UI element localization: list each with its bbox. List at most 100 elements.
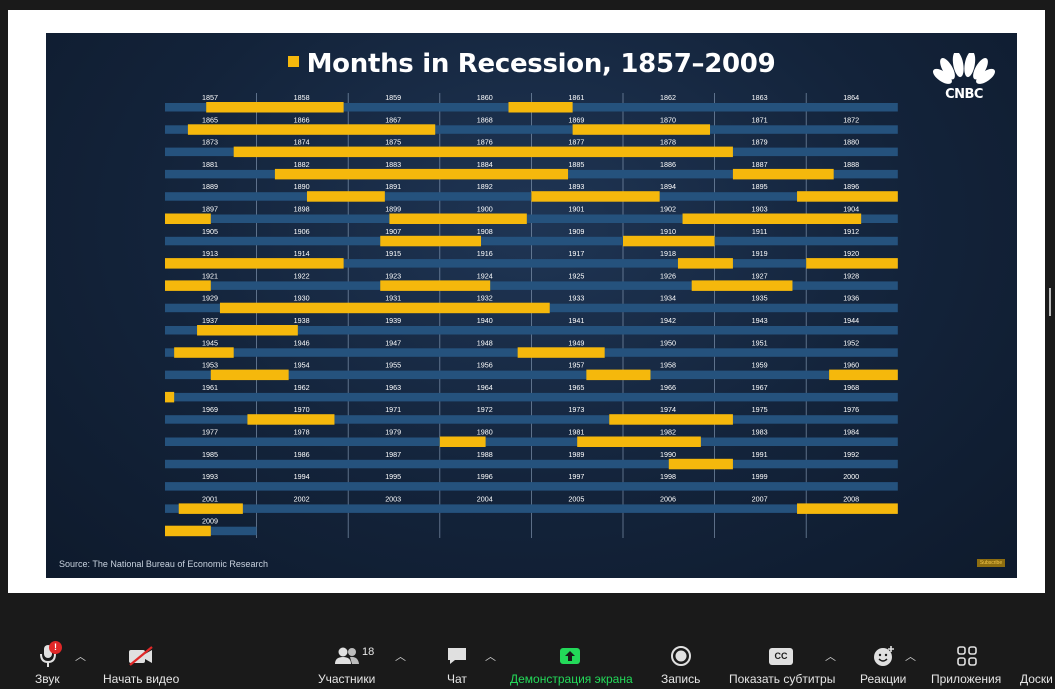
recession-bar — [829, 369, 898, 381]
recession-bar — [586, 369, 651, 381]
year-label: 1921 — [202, 271, 218, 280]
year-label: 1916 — [477, 249, 493, 258]
year-track — [165, 236, 898, 246]
year-label: 1931 — [385, 294, 401, 303]
year-label: 1857 — [202, 93, 218, 102]
participants-icon — [335, 647, 359, 664]
year-label: 1976 — [843, 405, 859, 414]
year-label: 1998 — [660, 472, 676, 481]
year-label: 1987 — [385, 450, 401, 459]
year-label: 1869 — [568, 115, 584, 124]
year-label: 1953 — [202, 361, 218, 370]
year-label: 1944 — [843, 316, 859, 325]
year-track — [165, 482, 898, 491]
year-label: 1986 — [294, 450, 310, 459]
audio-options-caret[interactable]: ︿ — [75, 651, 86, 663]
subscribe-button[interactable]: Subscribe — [977, 559, 1005, 567]
whiteboards-label: Доски — [1020, 672, 1053, 686]
year-label: 1892 — [477, 182, 493, 191]
year-label: 1946 — [294, 338, 310, 347]
year-label: 1963 — [385, 383, 401, 392]
reactions-button[interactable]: Реакции — [858, 641, 912, 686]
year-label: 1908 — [477, 227, 493, 236]
year-label: 1983 — [752, 428, 768, 437]
year-label: 1937 — [202, 316, 218, 325]
source-note: Source: The National Bureau of Economic … — [59, 559, 268, 569]
year-label: 1990 — [660, 450, 676, 459]
year-label: 1907 — [385, 227, 401, 236]
year-label: 1894 — [660, 182, 676, 191]
chat-options-caret[interactable]: ︿ — [485, 651, 496, 663]
year-label: 1977 — [202, 428, 218, 437]
year-label: 1913 — [202, 249, 218, 258]
participants-label: Участники — [318, 672, 376, 686]
year-label: 1914 — [294, 249, 310, 258]
year-label: 1969 — [202, 405, 218, 414]
year-label: 1905 — [202, 227, 218, 236]
year-track — [165, 415, 898, 424]
start-video-button[interactable]: Начать видео — [100, 641, 185, 686]
show-captions-button[interactable]: CC Показать субтитры — [727, 641, 839, 686]
year-label: 1887 — [752, 160, 768, 169]
year-label: 1866 — [294, 115, 310, 124]
captions-options-caret[interactable]: ︿ — [825, 651, 836, 663]
year-label: 1900 — [477, 205, 493, 214]
captions-icon: CC — [769, 648, 793, 665]
year-label: 1911 — [752, 227, 767, 236]
year-label: 1884 — [477, 160, 493, 169]
slide-title-text: Months in Recession, 1857–2009 — [306, 49, 776, 79]
recession-bar — [677, 258, 733, 269]
recession-bar — [572, 124, 711, 135]
apps-icon — [957, 646, 977, 666]
year-label: 1934 — [660, 294, 676, 303]
recession-bar — [174, 347, 234, 358]
year-label: 1875 — [385, 138, 401, 147]
year-label: 1952 — [843, 338, 859, 347]
year-label: 1924 — [477, 271, 493, 280]
audio-button[interactable]: ! Звук — [30, 641, 70, 686]
start-video-label: Начать видео — [103, 672, 180, 686]
recession-bar — [187, 124, 436, 135]
year-label: 1870 — [660, 115, 676, 124]
year-label: 1929 — [202, 294, 218, 303]
recession-bar — [380, 280, 491, 291]
year-label: 2008 — [843, 494, 859, 503]
year-label: 1988 — [477, 450, 493, 459]
year-label: 1979 — [385, 428, 401, 437]
whiteboards-button[interactable]: Доски — [1018, 641, 1055, 686]
year-label: 1926 — [660, 271, 676, 280]
year-label: 1867 — [385, 115, 401, 124]
year-label: 1943 — [752, 316, 768, 325]
share-screen-button[interactable]: Демонстрация экрана — [508, 641, 636, 686]
year-label: 1954 — [294, 361, 310, 370]
record-icon — [671, 646, 691, 666]
recession-bar — [682, 213, 862, 224]
chat-icon — [448, 648, 466, 664]
recession-bar — [210, 369, 289, 381]
year-label: 1999 — [752, 472, 768, 481]
recession-bar — [623, 235, 715, 247]
year-label: 1873 — [202, 138, 218, 147]
year-label: 1893 — [568, 182, 584, 191]
year-label: 2003 — [385, 494, 401, 503]
recession-bar — [577, 436, 701, 447]
camera-off-icon — [129, 646, 153, 666]
chat-button[interactable]: Чат — [440, 641, 475, 686]
apps-label: Приложения — [931, 672, 1002, 686]
slide-title: Months in Recession, 1857–2009 — [46, 49, 1017, 79]
record-button[interactable]: Запись — [658, 641, 704, 686]
year-label: 1860 — [477, 93, 493, 102]
apps-button[interactable]: Приложения — [929, 641, 1007, 686]
year-track — [165, 459, 898, 469]
year-label: 1862 — [660, 93, 676, 102]
reactions-options-caret[interactable]: ︿ — [905, 651, 916, 663]
recession-bar — [165, 525, 211, 537]
year-label: 1909 — [568, 227, 584, 236]
recession-bar — [219, 302, 550, 314]
resize-handle[interactable] — [1049, 288, 1051, 316]
participants-options-caret[interactable]: ︿ — [395, 651, 406, 663]
year-label: 1928 — [843, 271, 859, 280]
participants-button[interactable]: 18 Участники — [315, 641, 385, 686]
year-label: 1895 — [752, 182, 768, 191]
